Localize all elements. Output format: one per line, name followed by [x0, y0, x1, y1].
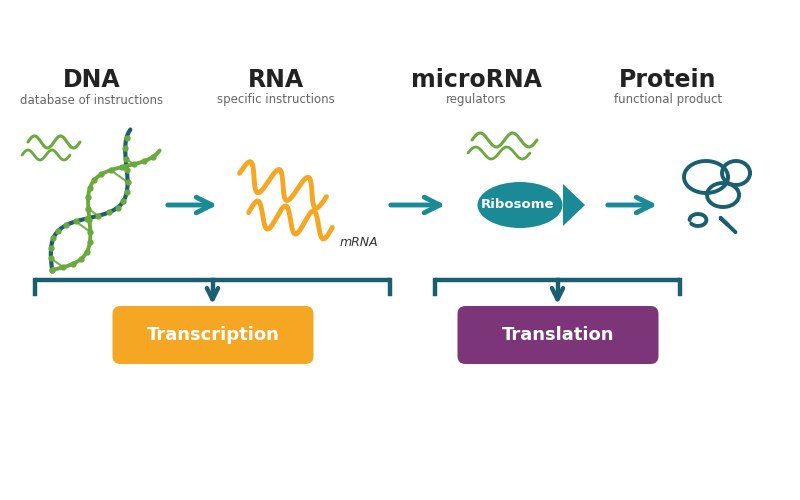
Text: Protein: Protein — [619, 68, 717, 92]
Text: specific instructions: specific instructions — [217, 94, 335, 106]
Text: microRNA: microRNA — [410, 68, 542, 92]
Text: functional product: functional product — [614, 94, 722, 106]
Text: Ribosome: Ribosome — [482, 198, 554, 211]
Text: Transcription: Transcription — [146, 326, 279, 344]
Ellipse shape — [478, 182, 562, 228]
Text: regulators: regulators — [446, 94, 506, 106]
Polygon shape — [563, 184, 585, 226]
FancyBboxPatch shape — [113, 306, 314, 364]
Text: RNA: RNA — [248, 68, 304, 92]
Text: database of instructions: database of instructions — [21, 94, 163, 106]
Text: mRNA: mRNA — [340, 236, 378, 248]
Text: Translation: Translation — [502, 326, 614, 344]
FancyBboxPatch shape — [458, 306, 658, 364]
Text: DNA: DNA — [63, 68, 121, 92]
